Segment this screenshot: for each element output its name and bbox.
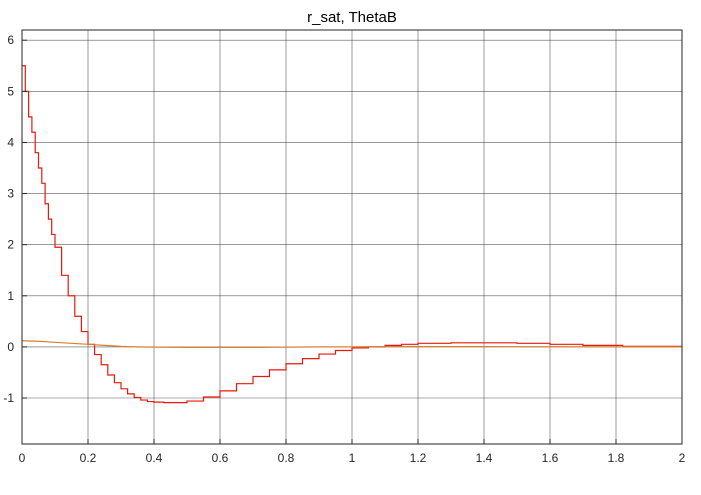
y-tick-label: 1 — [7, 289, 14, 303]
y-tick-label: 4 — [7, 135, 14, 149]
x-axis: 0 0.2 0.4 0.6 0.8 1 1.2 1.4 1.6 1.8 2 — [19, 439, 686, 465]
x-tick-label: 0 — [19, 451, 26, 465]
x-tick-label: 0.2 — [80, 451, 97, 465]
series-line-2 — [21, 340, 683, 348]
x-tick-label: 0.6 — [212, 451, 229, 465]
y-tick-label: -1 — [3, 391, 14, 405]
y-tick-label: 6 — [7, 33, 14, 47]
series-line-1 — [22, 65, 682, 404]
x-tick-label: 1.6 — [542, 451, 559, 465]
grid-lines — [21, 30, 683, 444]
x-tick-label: 2 — [679, 451, 686, 465]
chart-title: r_sat, ThetaB — [307, 9, 397, 26]
x-tick-label: 1.4 — [476, 451, 493, 465]
x-tick-label: 0.8 — [278, 451, 295, 465]
x-tick-label: 1 — [349, 451, 356, 465]
x-tick-label: 1.8 — [608, 451, 625, 465]
x-tick-label: 1.2 — [410, 451, 427, 465]
x-tick-label: 0.4 — [146, 451, 163, 465]
y-axis: -1 0 1 2 3 4 5 6 — [3, 33, 27, 405]
y-tick-label: 5 — [7, 84, 14, 98]
y-tick-label: 3 — [7, 187, 14, 201]
y-tick-label: 0 — [7, 340, 14, 354]
series-lines — [21, 65, 683, 404]
y-tick-label: 2 — [7, 238, 14, 252]
